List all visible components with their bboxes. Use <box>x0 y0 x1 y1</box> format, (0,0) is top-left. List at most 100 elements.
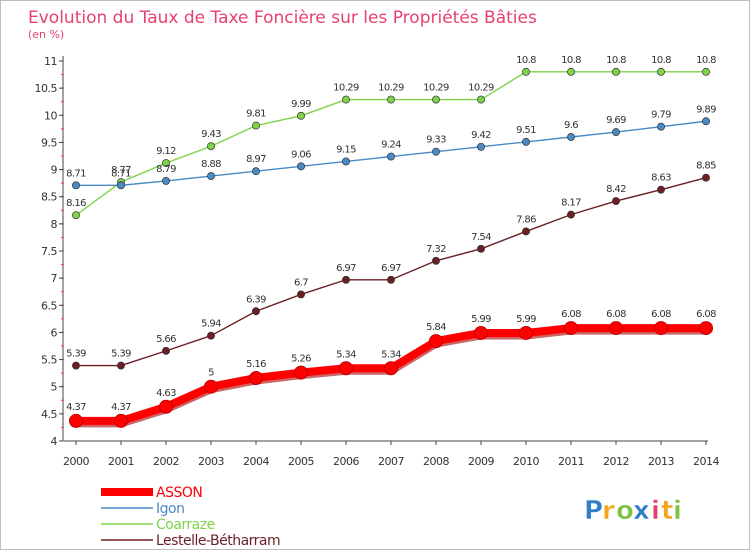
data-label: 5.34 <box>336 349 356 360</box>
data-label: 10.29 <box>468 83 494 94</box>
data-label: 10.8 <box>516 55 536 66</box>
data-point <box>522 137 530 146</box>
data-point <box>567 67 575 76</box>
data-point <box>252 121 260 130</box>
data-label: 9.43 <box>201 129 221 140</box>
x-tick-label: 2009 <box>468 455 494 468</box>
data-label: 5.26 <box>291 354 311 365</box>
data-label: 9.06 <box>291 149 311 160</box>
data-point <box>477 95 485 104</box>
data-point <box>117 361 125 370</box>
data-point <box>522 227 530 236</box>
data-point <box>252 167 260 176</box>
data-label: 5.39 <box>111 349 131 360</box>
data-label: 8.17 <box>561 198 581 209</box>
data-point <box>699 321 713 336</box>
data-point <box>207 331 215 340</box>
data-label: 9.99 <box>291 99 311 110</box>
x-tick-label: 2007 <box>378 455 404 468</box>
series-layer <box>69 67 713 428</box>
x-tick-label: 2004 <box>243 455 269 468</box>
data-label: 4.63 <box>156 388 176 399</box>
legend-label: ASSON <box>156 485 202 501</box>
y-tick-label: 11 <box>44 55 57 68</box>
data-point <box>162 177 170 185</box>
data-point <box>657 122 665 131</box>
data-label: 8.97 <box>246 154 266 165</box>
data-label: 5.34 <box>381 349 401 360</box>
x-tick-label: 2001 <box>108 455 134 468</box>
data-label: 5.16 <box>246 359 266 370</box>
axes: 4 4.5 5 5.5 6 6.5 7 7.5 8 8.5 9 9.5 10 10.5 11 2000 2001… <box>35 55 720 468</box>
logo-letter: i <box>673 496 682 526</box>
data-label: 9.89 <box>696 104 716 115</box>
data-point <box>342 157 350 166</box>
logo-letter: r <box>602 496 615 526</box>
legend-label: Lestelle-Bétharram <box>156 533 280 549</box>
logo-letter: P <box>584 496 603 526</box>
logo-letter: t <box>661 496 673 526</box>
x-tick-label: 2010 <box>513 455 539 468</box>
data-label: 9.69 <box>606 115 626 126</box>
data-point <box>162 346 170 355</box>
data-point <box>612 67 620 76</box>
data-point <box>702 67 710 76</box>
data-label: 8.63 <box>651 173 671 184</box>
data-point <box>522 67 530 76</box>
data-label: 6.08 <box>651 309 671 320</box>
data-label: 8.42 <box>606 184 626 195</box>
data-label: 8.88 <box>201 159 221 170</box>
data-label: 6.08 <box>696 309 716 320</box>
y-tick-label: 8 <box>51 218 58 231</box>
logo-letter: x <box>633 496 650 526</box>
data-label: 9.79 <box>651 110 671 121</box>
data-point <box>252 307 260 316</box>
data-point <box>72 211 80 220</box>
y-tick-label: 4.5 <box>41 408 57 421</box>
y-tick-label: 5 <box>51 381 58 394</box>
data-label: 9.15 <box>336 144 356 155</box>
data-point <box>657 185 665 194</box>
data-label: 4.37 <box>111 402 131 413</box>
data-label: 5 <box>208 368 214 379</box>
data-point <box>432 256 440 265</box>
data-point <box>702 117 710 126</box>
data-label: 10.8 <box>651 55 671 66</box>
data-point <box>162 159 170 168</box>
data-label: 10.8 <box>606 55 626 66</box>
data-label: 10.29 <box>378 83 404 94</box>
data-point <box>612 197 620 206</box>
chart-subtitle: (en %) <box>28 28 64 41</box>
x-tick-label: 2002 <box>153 455 179 468</box>
data-point <box>339 361 353 376</box>
x-tick-label: 2012 <box>603 455 629 468</box>
data-point <box>69 413 83 428</box>
data-label: 10.8 <box>561 55 581 66</box>
y-tick-label: 9 <box>51 164 58 177</box>
y-tick-label: 7.5 <box>41 245 57 258</box>
data-labels: 8.16 8.77 9.12 9.43 9.81 9.99 10.29 10.29 10.29 1… <box>66 55 717 413</box>
data-point <box>432 147 440 156</box>
chart-title: Evolution du Taux de Taxe Foncière sur l… <box>28 8 537 28</box>
data-point <box>207 172 215 181</box>
data-label: 7.32 <box>426 244 446 255</box>
data-label: 9.6 <box>564 120 578 131</box>
data-point <box>477 244 485 253</box>
data-point <box>297 290 305 299</box>
data-point <box>294 365 308 380</box>
data-label: 6.08 <box>561 309 581 320</box>
data-point <box>564 321 578 336</box>
data-point <box>114 413 128 428</box>
x-tick-label: 2003 <box>198 455 224 468</box>
data-point <box>387 95 395 104</box>
data-point <box>387 275 395 284</box>
y-tick-label: 6.5 <box>41 299 57 312</box>
data-label: 9.51 <box>516 125 536 136</box>
data-label: 10.8 <box>696 55 716 66</box>
y-tick-label: 5.5 <box>41 354 57 367</box>
data-point <box>567 133 575 141</box>
data-point <box>657 67 665 76</box>
data-label: 5.66 <box>156 334 176 345</box>
